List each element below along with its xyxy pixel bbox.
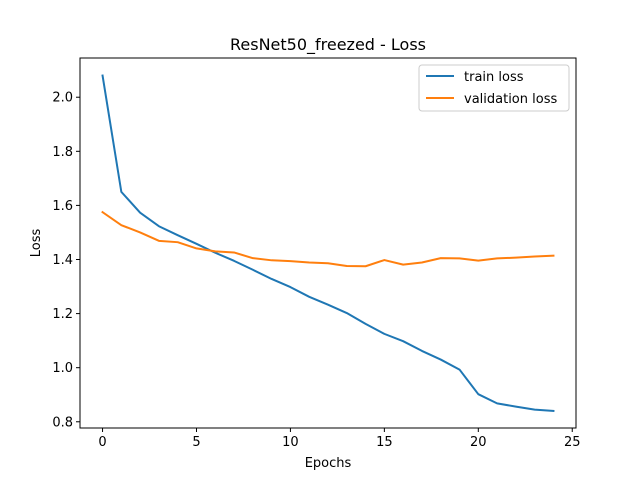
x-tick-label: 10 (282, 435, 299, 450)
y-tick-label: 1.0 (52, 361, 73, 376)
y-tick-label: 1.4 (52, 253, 73, 268)
y-tick-label: 1.2 (52, 307, 73, 322)
x-tick-label: 20 (470, 435, 487, 450)
y-tick-label: 1.8 (52, 145, 73, 160)
y-tick-label: 2.0 (52, 91, 73, 106)
plot-frame (79, 57, 577, 429)
x-tick-label: 0 (98, 435, 106, 450)
series-line-validation-loss (101, 210, 555, 268)
legend-box (418, 64, 570, 112)
x-tick-label: 5 (192, 435, 200, 450)
x-tick-label: 15 (376, 435, 393, 450)
x-axis: 0 5 10 15 20 25 (98, 428, 581, 450)
y-tick-label: 0.8 (52, 415, 73, 430)
legend-label-validation-loss: validation loss (464, 92, 557, 107)
y-axis-label: Loss (29, 229, 44, 258)
legend: train loss validation loss (418, 64, 570, 112)
plot-area: 0 5 10 15 20 25 0.8 1.0 1.2 1.4 1.6 1.8 2.0 (52, 57, 581, 450)
legend-label-train-loss: train loss (464, 70, 524, 85)
chart-title: ResNet50_freezed - Loss (230, 35, 426, 55)
series-lines (101, 74, 555, 413)
y-axis: 0.8 1.0 1.2 1.4 1.6 1.8 2.0 (52, 91, 80, 430)
y-tick-label: 1.6 (52, 199, 73, 214)
x-tick-label: 25 (564, 435, 581, 450)
series-line-train-loss (101, 74, 555, 413)
x-axis-label: Epochs (305, 456, 352, 471)
